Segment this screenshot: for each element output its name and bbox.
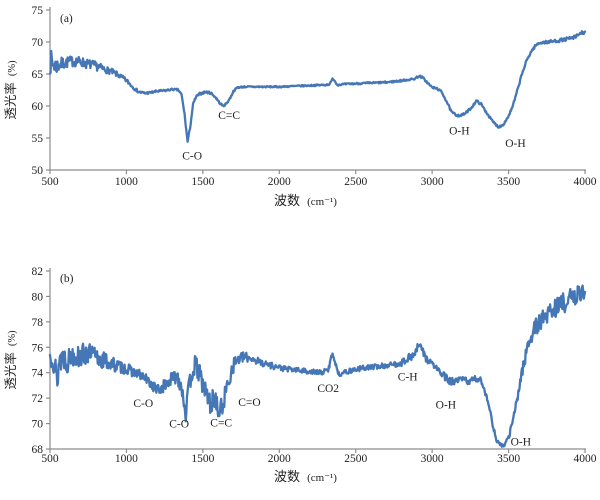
y-axis-title: 透光率(%) — [3, 60, 18, 120]
peak-annotation: O-H — [436, 400, 456, 412]
x-tick-label: 3500 — [497, 176, 520, 188]
y-axis-title: 透光率(%) — [3, 330, 18, 390]
peak-annotation: C-O — [169, 419, 189, 431]
peak-annotation: O-H — [449, 125, 469, 137]
peak-annotation: C-O — [182, 150, 202, 162]
x-tick-label: 500 — [41, 176, 59, 188]
peak-annotation: C=C — [210, 417, 232, 429]
x-axis-title: 波数 (cm⁻¹) — [274, 469, 337, 484]
x-tick-label: 1500 — [191, 176, 214, 188]
peak-annotation: C-H — [398, 372, 418, 384]
y-tick-label: 70 — [32, 419, 44, 431]
chart-panel-a: 50 55 60 65 70 75 500 1000 1500 2000 2500 3000 3500 4… — [0, 0, 600, 235]
chart-b-canvas: 68 70 72 74 76 78 80 82 500 1000 1500 2000 2500 3000 3… — [3, 266, 597, 484]
x-tick-label: 1000 — [115, 176, 138, 188]
y-tick-label: 68 — [32, 444, 44, 456]
y-tick-label: 70 — [32, 37, 44, 49]
x-tick-label: 3000 — [421, 453, 444, 465]
peak-annotation: C=C — [218, 110, 240, 122]
y-tick-label: 74 — [32, 368, 44, 380]
x-tick-label: 3000 — [421, 176, 444, 188]
x-tick-label: 2000 — [268, 453, 291, 465]
panel-label: (b) — [60, 273, 74, 285]
spectrum-line — [48, 30, 587, 143]
x-tick-label: 2500 — [344, 453, 367, 465]
x-tick-label: 2500 — [344, 176, 367, 188]
peak-annotation: C-O — [133, 398, 153, 410]
peak-annotation: C=O — [238, 397, 260, 409]
x-tick-label: 1000 — [115, 453, 138, 465]
chart-panel-b: 68 70 72 74 76 78 80 82 500 1000 1500 2000 2500 3000 3… — [0, 250, 600, 500]
y-tick-label: 76 — [32, 342, 44, 354]
y-tick-label: 78 — [32, 317, 44, 329]
chart-a-canvas: 50 55 60 65 70 75 500 1000 1500 2000 2500 3000 3500 4… — [3, 5, 597, 208]
x-tick-label: 3500 — [497, 453, 520, 465]
y-tick-label: 65 — [32, 69, 44, 81]
x-axis-title: 波数 (cm⁻¹) — [274, 193, 337, 208]
y-tick-label: 80 — [32, 291, 44, 303]
y-tick-label: 72 — [32, 393, 44, 405]
x-tick-label: 1500 — [191, 453, 214, 465]
y-tick-label: 60 — [32, 101, 44, 113]
x-tick-label: 2000 — [268, 176, 291, 188]
x-tick-label: 4000 — [574, 453, 597, 465]
x-tick-label: 500 — [41, 453, 59, 465]
y-tick-label: 50 — [32, 165, 44, 177]
peak-annotation: O-H — [505, 138, 525, 150]
peak-annotation: CO2 — [317, 383, 339, 395]
y-tick-label: 75 — [32, 5, 44, 17]
x-tick-label: 4000 — [574, 176, 597, 188]
panel-label: (a) — [60, 13, 73, 25]
peak-annotation: O-H — [511, 436, 531, 448]
y-tick-label: 55 — [32, 133, 44, 145]
y-tick-label: 82 — [32, 266, 44, 278]
spectrum-line — [48, 284, 587, 448]
